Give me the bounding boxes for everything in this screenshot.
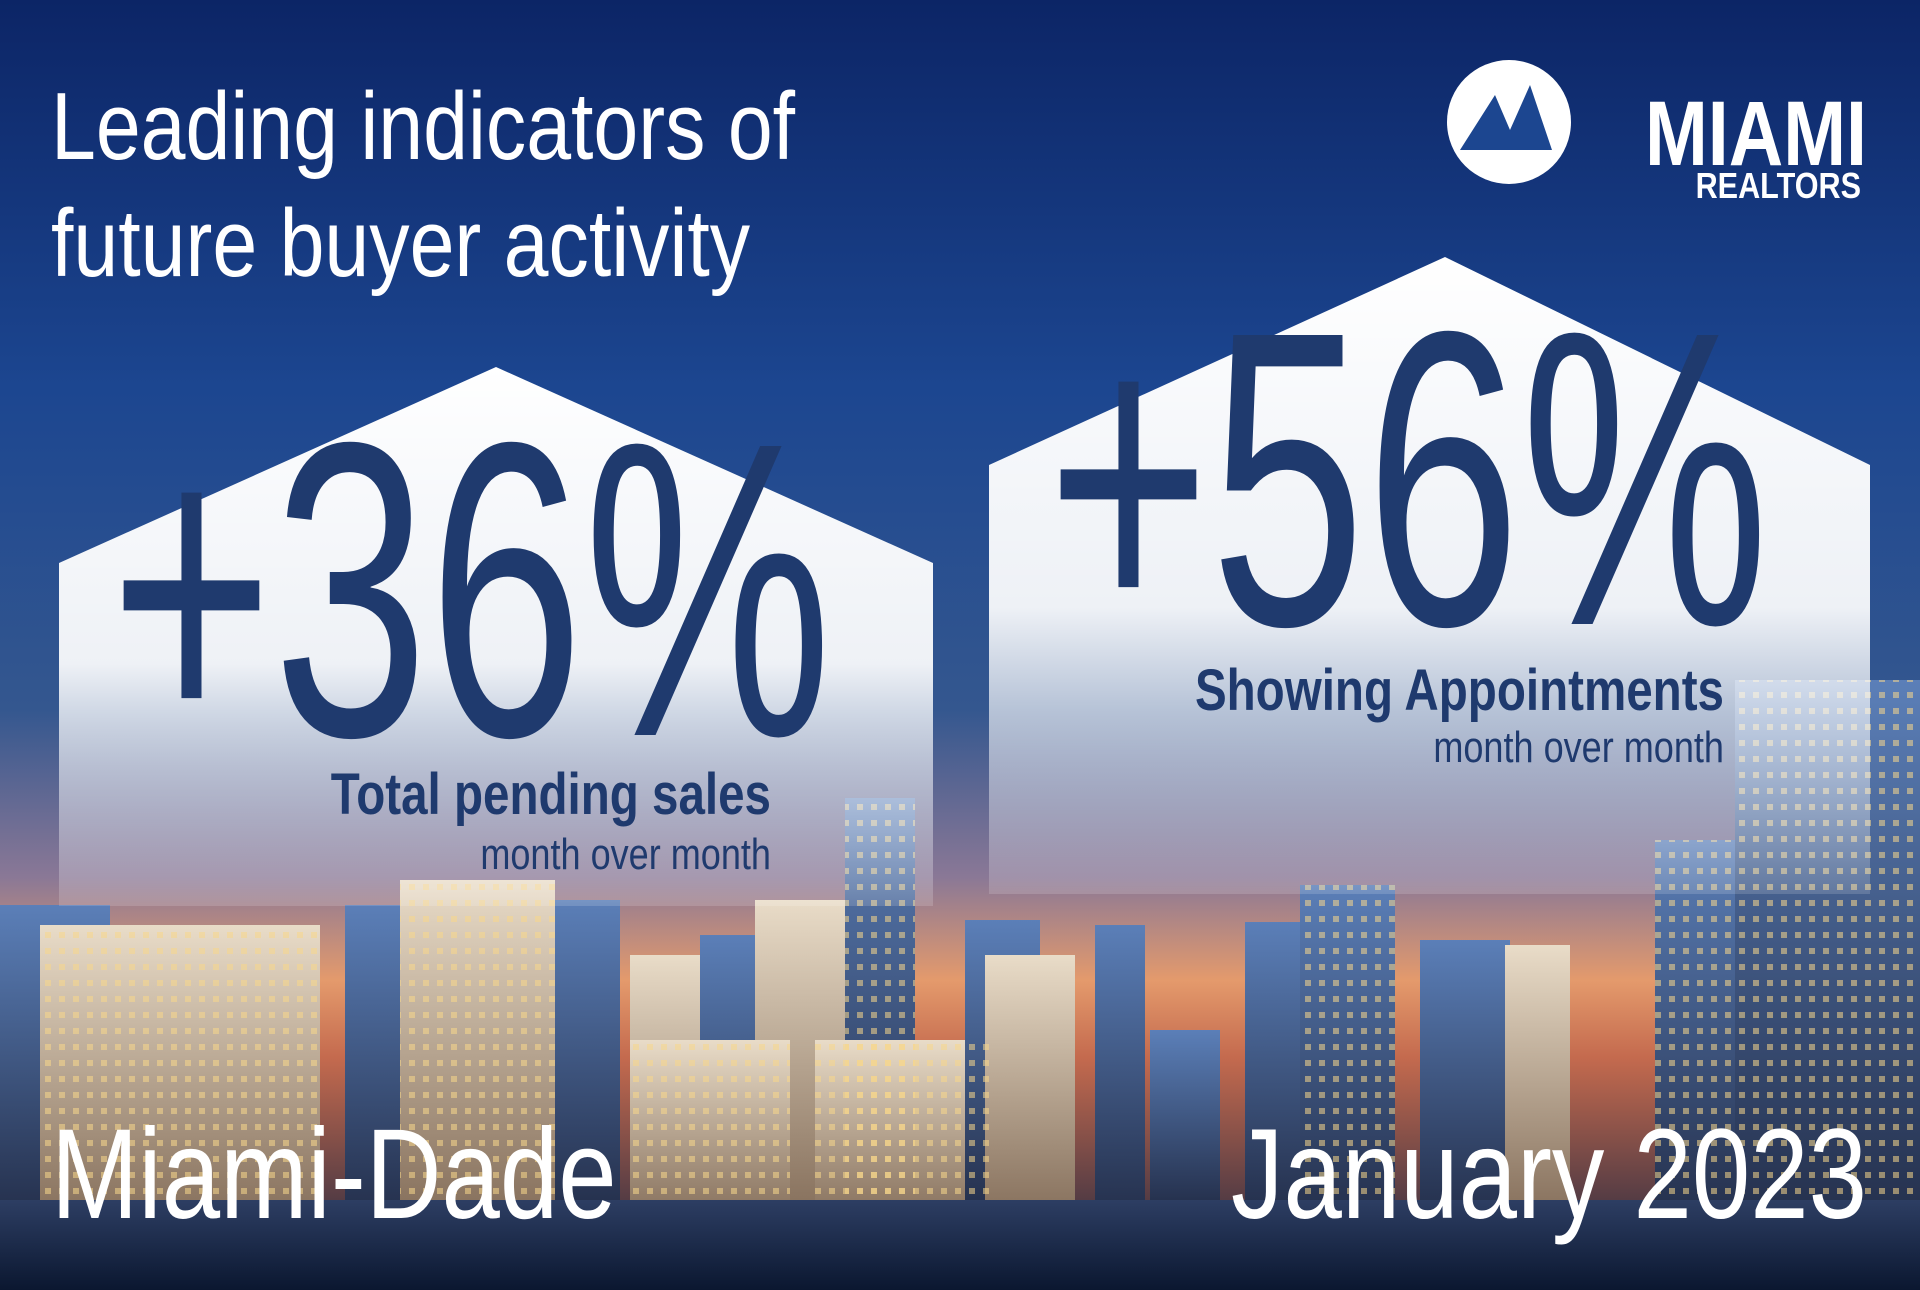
- stat-label: Total pending sales: [331, 763, 771, 828]
- building: [1505, 945, 1570, 1205]
- building: [1150, 1030, 1220, 1200]
- logo-mark: [1447, 60, 1571, 184]
- logo-name: MIAMI: [1645, 82, 1867, 185]
- stat-period: month over month: [1433, 723, 1724, 772]
- windows: [40, 680, 1920, 1210]
- building: [555, 900, 620, 1200]
- building: [1420, 940, 1510, 1205]
- footer-date: January 2023: [1231, 1102, 1867, 1245]
- stat-label: Showing Appointments: [1195, 659, 1724, 724]
- stat-value: +56%: [1047, 245, 1769, 714]
- title: Leading indicators of future buyer activ…: [51, 72, 795, 296]
- house-shape: [59, 367, 933, 906]
- footer-region: Miami-Dade: [51, 1102, 617, 1245]
- house-shape: [989, 257, 1870, 894]
- stat-right: +56% Showing Appointments month over mon…: [1047, 245, 1769, 772]
- water: [0, 1200, 1920, 1290]
- skyline: [0, 680, 1920, 1290]
- title-line: Leading indicators of: [51, 72, 795, 179]
- building: [985, 955, 1075, 1205]
- stat-left: +36% Total pending sales month over mont…: [110, 356, 832, 879]
- building: [1245, 922, 1300, 1202]
- logo: MIAMI REALTORS: [1447, 60, 1867, 207]
- stat-period: month over month: [480, 830, 771, 879]
- logo-subtitle: REALTORS: [1696, 167, 1861, 207]
- logo-emblem: [1460, 85, 1552, 150]
- title-line: future buyer activity: [51, 189, 751, 296]
- stat-value: +36%: [110, 356, 832, 825]
- building: [1095, 925, 1145, 1205]
